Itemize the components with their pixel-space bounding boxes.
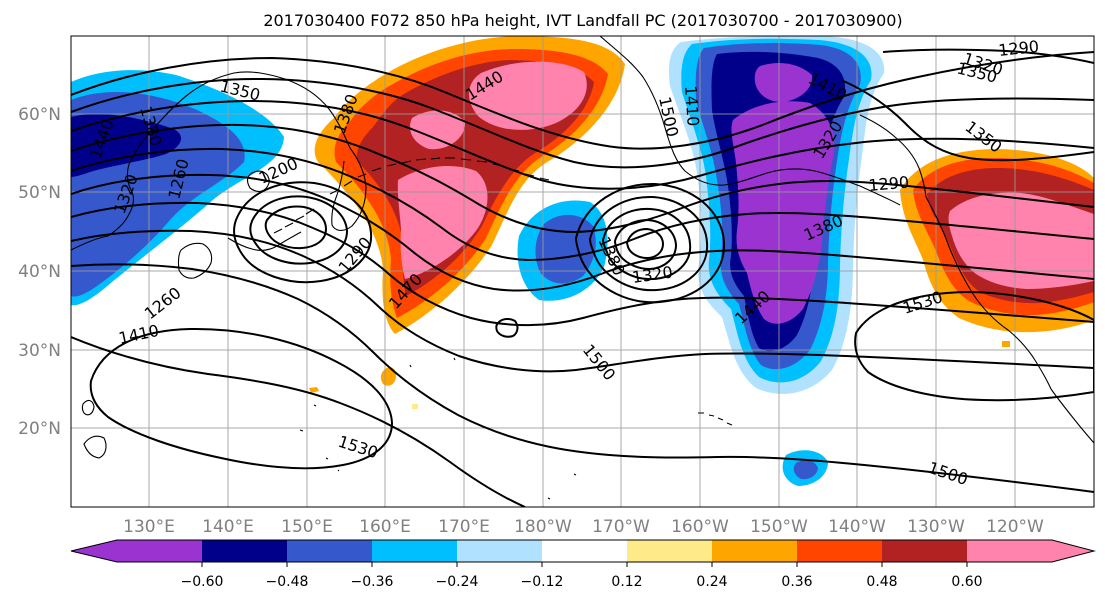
ivt-fill-layer: [71, 36, 1094, 486]
lon-label-120w: 120°W: [986, 517, 1044, 537]
colorbar-label-7: 0.24: [696, 574, 727, 590]
ivt-small-patch-2: [309, 387, 319, 393]
contour-closed-central-low-3: [601, 207, 692, 281]
asia-coastline-main: [71, 71, 351, 251]
negative-ivt-west-pacific: [71, 70, 284, 306]
contour-line-6: [71, 173, 1094, 292]
lon-label-170e: 170°E: [438, 517, 490, 537]
colorbar-label-6: 0.12: [611, 574, 642, 590]
contour-line-9: [71, 263, 1094, 493]
lon-label-180w: 180°W: [514, 517, 572, 537]
ivt-positive-west-pink-center: [397, 165, 488, 279]
lat-label-60n: 60°N: [18, 105, 61, 125]
contours-layer: [71, 48, 1094, 507]
latitude-axis: 60°N 50°N 40°N 30°N 20°N: [18, 105, 61, 439]
contour-label-19: 1290: [997, 37, 1039, 60]
colorbar-segment-5: [457, 540, 542, 562]
small-pacific-islands: [299, 357, 577, 500]
contour-closed-central-low-4: [613, 218, 678, 271]
contour-line-3: [71, 99, 1094, 190]
colorbar-segment-9: [797, 540, 882, 562]
ivt-positive-west-pink-small: [409, 110, 466, 150]
contour-label-16: 1290: [868, 173, 910, 195]
ivt-positive-coast-pink: [948, 192, 1094, 289]
colorbar-segment-7: [627, 540, 712, 562]
colorbar-label-1: −0.60: [181, 574, 224, 590]
colorbar-segment-4: [372, 540, 457, 562]
lon-label-150e: 150°E: [281, 517, 333, 537]
contour-east-ridge: [882, 48, 1094, 64]
colorbar-segment-11: [967, 540, 1052, 562]
contour-line-7: [71, 201, 1094, 327]
colorbar-label-3: −0.36: [351, 574, 394, 590]
lon-label-140e: 140°E: [202, 517, 254, 537]
colorbar-label-8: 0.36: [781, 574, 812, 590]
lat-label-50n: 50°N: [18, 183, 61, 203]
ivt-small-patch-4: [1002, 341, 1010, 347]
lat-label-30n: 30°N: [18, 341, 61, 361]
map-frame: [70, 35, 1095, 508]
colorbar-label-2: −0.48: [266, 574, 309, 590]
contour-closed-island-small: [495, 317, 519, 338]
colorbar: −0.60 −0.48 −0.36 −0.24 −0.12 0.12 0.24 …: [70, 539, 1096, 590]
ivt-negative-small-hawaii-inner: [793, 460, 818, 480]
contour-closed-aleutian-low-inner: [264, 205, 328, 250]
positive-ivt-west-pacific: [314, 36, 625, 334]
hawaii-islands: [698, 412, 733, 426]
alaska-panhandle-coastline: [859, 114, 927, 198]
contour-closed-subtropical-high: [89, 327, 394, 470]
contour-closed-central-low-2: [588, 195, 709, 292]
contour-closed-aleutian-low-outer: [233, 181, 373, 284]
japan-honshu-coastline: [227, 231, 302, 251]
lat-label-20n: 20°N: [18, 419, 61, 439]
colorbar-segment-2: [202, 540, 287, 562]
colorbar-extension-right: [1052, 540, 1094, 562]
ivt-negative-west-core: [71, 113, 182, 177]
colorbar-outline: [70, 539, 1096, 563]
figure-title: 2017030400 F072 850 hPa height, IVT Land…: [263, 11, 902, 30]
lon-label-170w: 170°W: [592, 517, 650, 537]
contour-closed-aleutian-low-mid: [249, 195, 349, 265]
colorbar-segment-8: [712, 540, 797, 562]
contour-line-4: [71, 123, 1094, 234]
colorbar-label-5: −0.12: [521, 574, 564, 590]
lon-label-160e: 160°E: [359, 517, 411, 537]
lon-label-160w: 160°W: [671, 517, 729, 537]
colorbar-label-9: 0.48: [866, 574, 897, 590]
longitude-axis: 130°E 140°E 150°E 160°E 170°E 180°W 170°…: [123, 517, 1044, 537]
colorbar-segment-10: [882, 540, 967, 562]
colorbar-segment-6: [542, 540, 627, 562]
contour-closed-central-low-1: [574, 182, 726, 304]
lon-label-150w: 150°W: [750, 517, 808, 537]
colorbar-label-4: −0.24: [436, 574, 479, 590]
philippines-coastline: [83, 435, 107, 459]
ivt-negative-east-purple-north: [754, 63, 813, 103]
lon-label-140w: 140°W: [828, 517, 886, 537]
contour-closed-central-low-5: [625, 227, 665, 260]
negative-ivt-east-pacific: [668, 36, 885, 394]
contour-closed-eastern-high: [854, 290, 1094, 402]
contour-line-8: [71, 229, 1094, 373]
colorbar-extension-left: [71, 540, 117, 562]
colorbar-segment-1: [117, 540, 202, 562]
colorbar-label-10: 0.60: [951, 574, 982, 590]
ivt-small-patch-3: [412, 404, 418, 409]
lon-label-130e: 130°E: [123, 517, 175, 537]
lon-label-130w: 130°W: [907, 517, 965, 537]
contour-line-1: [71, 51, 1094, 150]
contour-east-trough: [840, 79, 1094, 162]
map-gridlines: [71, 36, 1094, 507]
colorbar-segment-3: [287, 540, 372, 562]
kuril-islands: [273, 208, 315, 234]
contour-line-5: [71, 147, 1094, 262]
contour-line-10: [71, 336, 526, 507]
map-panel: 1350 1380 1440 1410 1320 1260 1200 1380 …: [70, 35, 1095, 508]
lat-label-40n: 40°N: [18, 262, 61, 282]
taiwan-coastline: [81, 399, 95, 416]
contour-label-4: 1410: [681, 85, 703, 127]
